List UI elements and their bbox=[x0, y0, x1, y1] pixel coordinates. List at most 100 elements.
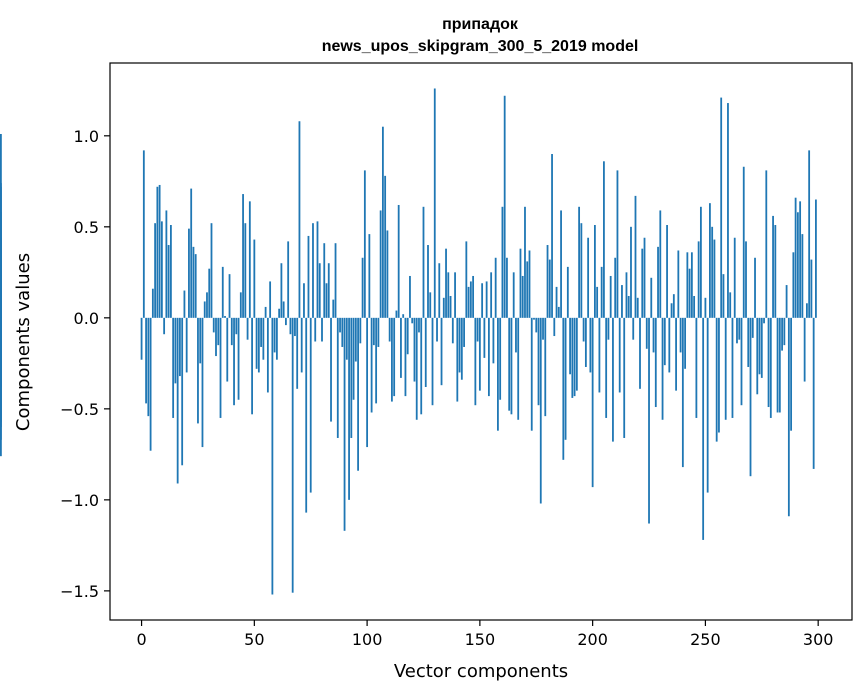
bar-246 bbox=[695, 317, 698, 418]
bar-159 bbox=[499, 317, 502, 400]
bar-152 bbox=[483, 317, 486, 358]
bar-67 bbox=[291, 317, 294, 593]
bar-8 bbox=[158, 184, 161, 318]
bar-171 bbox=[526, 261, 529, 318]
bar-251 bbox=[706, 317, 709, 493]
bar-128 bbox=[429, 292, 432, 318]
bar-60 bbox=[275, 317, 278, 360]
bar-83 bbox=[327, 263, 330, 318]
bar-92 bbox=[348, 317, 350, 500]
bar-237 bbox=[675, 317, 677, 391]
bar-39 bbox=[228, 274, 231, 318]
bar-108 bbox=[384, 175, 387, 318]
bar-30 bbox=[208, 268, 211, 318]
bar-187 bbox=[562, 317, 565, 460]
bar-202 bbox=[596, 286, 599, 318]
bar-93 bbox=[350, 317, 353, 438]
bar-119 bbox=[409, 275, 411, 318]
y-tick-label: −0.5 bbox=[60, 400, 99, 419]
bar-136 bbox=[447, 272, 450, 318]
bar-4 bbox=[149, 317, 152, 451]
bar-264 bbox=[736, 317, 738, 344]
bar-142 bbox=[460, 317, 463, 380]
bar-176 bbox=[537, 317, 540, 406]
bar-25 bbox=[197, 317, 199, 424]
bar-244 bbox=[690, 252, 693, 318]
bar-203 bbox=[598, 317, 601, 393]
bar-64 bbox=[285, 317, 287, 326]
bar-258 bbox=[722, 274, 725, 318]
bar-46 bbox=[244, 223, 247, 318]
bar-72 bbox=[303, 283, 305, 318]
bar-7 bbox=[156, 186, 159, 318]
bar-0 bbox=[140, 317, 143, 360]
bar-184 bbox=[555, 286, 558, 318]
bar-263 bbox=[733, 237, 736, 318]
bar-35 bbox=[219, 317, 222, 418]
bar-41 bbox=[233, 317, 235, 406]
bar-168 bbox=[519, 248, 522, 318]
bar-115 bbox=[400, 317, 402, 378]
bar-262 bbox=[731, 317, 734, 418]
bar-183 bbox=[553, 317, 556, 337]
bar-32 bbox=[212, 317, 215, 333]
bar-110 bbox=[388, 317, 391, 342]
bar-65 bbox=[287, 241, 290, 318]
bar-212 bbox=[618, 317, 621, 393]
x-tick-label: 150 bbox=[465, 630, 496, 649]
bar-31 bbox=[210, 223, 213, 318]
bar-253 bbox=[711, 226, 714, 318]
bar-290 bbox=[794, 197, 797, 318]
bar-165 bbox=[512, 272, 515, 318]
bar-139 bbox=[454, 272, 456, 318]
bar-267 bbox=[742, 166, 745, 318]
x-tick-label: 300 bbox=[803, 630, 834, 649]
y-axis-label: Components values bbox=[13, 253, 34, 431]
bar-288 bbox=[790, 317, 793, 431]
bar-160 bbox=[501, 206, 504, 318]
bar-276 bbox=[763, 317, 765, 324]
bar-240 bbox=[681, 317, 684, 468]
bar-84 bbox=[330, 317, 332, 422]
bar-222 bbox=[641, 248, 644, 318]
bar-273 bbox=[756, 317, 759, 395]
bar-61 bbox=[278, 308, 281, 318]
chart-title-line-2: news_upos_skipgram_300_5_2019 model bbox=[322, 38, 639, 55]
bar-88 bbox=[339, 317, 341, 333]
bar-43 bbox=[237, 317, 240, 400]
bar-200 bbox=[591, 317, 594, 488]
bar-182 bbox=[551, 154, 553, 318]
bar-54 bbox=[262, 317, 265, 360]
bar-140 bbox=[456, 317, 459, 402]
bar-221 bbox=[639, 317, 641, 389]
bar-147 bbox=[472, 275, 475, 318]
bar-40 bbox=[230, 317, 233, 346]
bar-90 bbox=[343, 317, 346, 531]
bar-215 bbox=[625, 272, 628, 318]
bar-271 bbox=[751, 317, 754, 338]
bar-157 bbox=[494, 257, 497, 318]
bar-227 bbox=[652, 317, 655, 353]
bar-47 bbox=[246, 317, 249, 340]
bar-205 bbox=[603, 161, 605, 318]
bar-100 bbox=[366, 317, 369, 448]
bar-232 bbox=[663, 317, 666, 366]
y-tick-label: −1.5 bbox=[60, 582, 99, 601]
bar-143 bbox=[463, 317, 465, 347]
x-tick-label: 200 bbox=[577, 630, 608, 649]
bar-248 bbox=[699, 206, 702, 318]
bar-173 bbox=[530, 317, 533, 431]
bar-66 bbox=[289, 317, 292, 335]
bar-265 bbox=[738, 317, 741, 340]
bar-111 bbox=[391, 317, 393, 402]
bar-158 bbox=[497, 317, 499, 431]
bar-163 bbox=[508, 317, 511, 411]
bar-146 bbox=[469, 281, 472, 318]
bar-185 bbox=[557, 306, 560, 318]
bar-44 bbox=[239, 292, 242, 318]
bar-167 bbox=[517, 317, 520, 420]
bar-278 bbox=[767, 317, 770, 408]
bar-105 bbox=[377, 317, 380, 347]
bar-133 bbox=[440, 317, 443, 386]
bar-156 bbox=[492, 317, 495, 364]
